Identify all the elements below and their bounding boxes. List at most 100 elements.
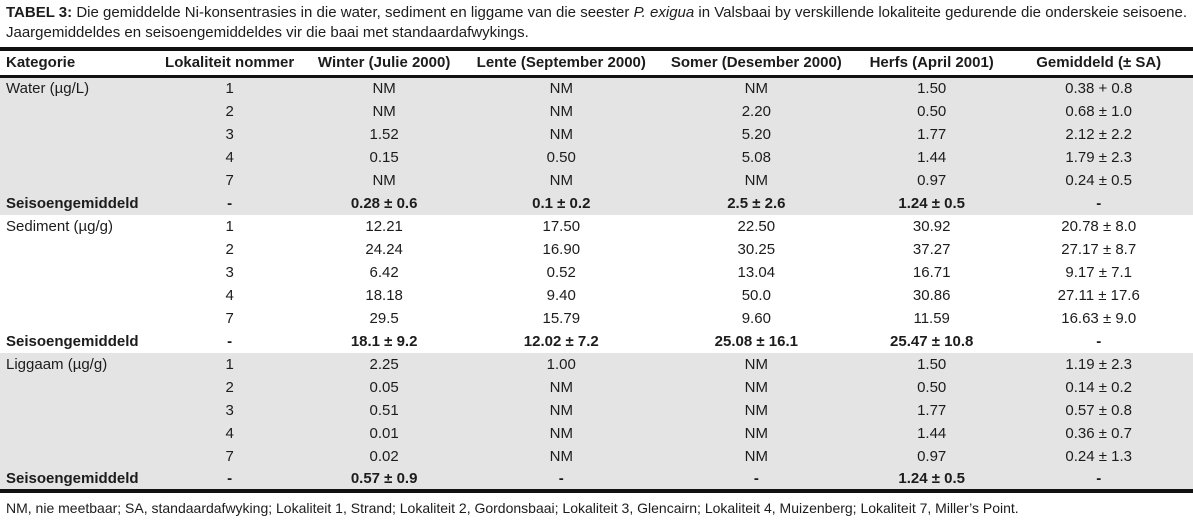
gemiddeld-cell: 27.11 ± 17.6 <box>1057 286 1140 304</box>
herfs-cell: 16.71 <box>912 263 951 281</box>
lente-cell: NM <box>468 398 654 422</box>
table-row: 3 6.42 0.52 13.04 16.71 9.17 ± 7.1 <box>0 261 1193 284</box>
header-row: Kategorie Lokaliteit nommer Winter (Julie … <box>0 49 1193 78</box>
herfs-cell: 1.44 <box>858 145 1005 169</box>
category-cell: Sediment (µg/g) <box>6 217 114 235</box>
lente-cell: NM <box>468 122 654 146</box>
lente-cell: 0.52 <box>546 263 576 281</box>
winter-cell: NM <box>299 168 469 192</box>
lente-cell: NM <box>468 444 654 468</box>
column-header-3: Winter (Julie 2000) <box>299 49 469 78</box>
lente-cell: NM <box>468 168 654 192</box>
herfs-cell: 11.59 <box>913 309 950 327</box>
gemiddeld-cell: - <box>1004 467 1193 491</box>
locality-cell: 1 <box>159 352 300 376</box>
winter-cell: 0.28 ± 0.6 <box>299 191 469 215</box>
column-header-1: Kategorie <box>0 49 160 78</box>
lente-cell: 9.40 <box>546 286 576 304</box>
lente-cell: NM <box>468 76 654 100</box>
winter-cell: 0.05 <box>299 375 469 399</box>
locality-cell: - <box>159 191 300 215</box>
table-caption: TABEL 3: Die gemiddelde Ni-konsentrasies… <box>0 0 1193 47</box>
gemiddeld-cell: 16.63 ± 9.0 <box>1061 309 1137 327</box>
winter-cell: NM <box>299 76 469 100</box>
gemiddeld-cell: 0.38 + 0.8 <box>1004 76 1193 100</box>
herfs-cell: 0.50 <box>858 375 1005 399</box>
seasonal-mean-row: Seisoengemiddeld -0.57 ± 0.9- -1.24 ± 0.5- <box>0 467 1193 491</box>
gemiddeld-cell: - <box>1004 191 1193 215</box>
winter-cell: 0.57 ± 0.9 <box>299 467 469 491</box>
somer-cell: 30.25 <box>737 240 776 258</box>
table-row: Liggaam (µg/g) 1 2.25 1.00 NM 1.50 1.19 ± 2.3 <box>0 352 1193 376</box>
herfs-cell: 0.97 <box>858 168 1005 192</box>
gemiddeld-cell: 1.19 ± 2.3 <box>1004 352 1193 376</box>
somer-cell: 5.08 <box>653 145 859 169</box>
somer-cell: 9.60 <box>741 309 771 327</box>
herfs-cell: 1.77 <box>858 398 1005 422</box>
category-cell: Water (µg/L) <box>0 76 160 100</box>
winter-cell: 0.02 <box>299 444 469 468</box>
winter-cell: 2.25 <box>299 352 469 376</box>
herfs-cell: 30.86 <box>912 286 951 304</box>
table-row: 4 0.15 0.50 5.08 1.44 1.79 ± 2.3 <box>0 145 1193 169</box>
herfs-cell: 37.27 <box>912 240 951 258</box>
herfs-cell: 1.24 ± 0.5 <box>858 467 1005 491</box>
gemiddeld-cell: 1.79 ± 2.3 <box>1004 145 1193 169</box>
herfs-cell: 30.92 <box>912 217 951 235</box>
locality-cell: 4 <box>159 421 300 445</box>
somer-cell: 2.5 ± 2.6 <box>653 191 859 215</box>
category-cell <box>0 375 160 399</box>
category-cell <box>0 421 160 445</box>
lente-cell: NM <box>468 99 654 123</box>
somer-cell: 50.0 <box>741 286 771 304</box>
somer-cell: NM <box>653 421 859 445</box>
winter-cell: 6.42 <box>369 263 399 281</box>
category-cell <box>0 398 160 422</box>
herfs-cell: 0.97 <box>858 444 1005 468</box>
category-cell <box>0 284 160 307</box>
category-cell <box>0 145 160 169</box>
somer-cell: - <box>653 467 859 491</box>
lente-cell: NM <box>468 375 654 399</box>
somer-cell: NM <box>653 168 859 192</box>
somer-cell: NM <box>653 444 859 468</box>
gemiddeld-cell: 0.36 ± 0.7 <box>1004 421 1193 445</box>
column-header-2: Lokaliteit nommer <box>159 49 300 78</box>
gemiddeld-cell: 0.57 ± 0.8 <box>1004 398 1193 422</box>
table-row: 7 29.5 15.79 9.60 11.59 16.63 ± 9.0 <box>0 307 1193 330</box>
somer-cell: NM <box>653 375 859 399</box>
ni-concentrations-table: Kategorie Lokaliteit nommer Winter (Julie … <box>0 47 1193 493</box>
table-row: 2 NM NM 2.20 0.50 0.68 ± 1.0 <box>0 99 1193 123</box>
gemiddeld-cell: 0.24 ± 1.3 <box>1004 444 1193 468</box>
seasonal-mean-row: Seisoengemiddeld - 18.1 ± 9.2 12.02 ± 7.2 25… <box>0 330 1193 353</box>
locality-cell: 1 <box>225 217 234 235</box>
somer-cell: 5.20 <box>653 122 859 146</box>
category-cell <box>0 307 160 330</box>
locality-cell: 2 <box>159 375 300 399</box>
table-row: 7 0.02 NM NM 0.97 0.24 ± 1.3 <box>0 444 1193 468</box>
table-caption-text-1: Die gemiddelde Ni-konsentrasies in die w… <box>72 4 634 21</box>
category-cell <box>0 238 160 261</box>
column-header-5: Somer (Desember 2000) <box>653 49 859 78</box>
lente-cell: NM <box>468 421 654 445</box>
somer-cell: NM <box>653 398 859 422</box>
herfs-cell: 1.44 <box>858 421 1005 445</box>
table-row: 2 0.05 NM NM 0.50 0.14 ± 0.2 <box>0 375 1193 399</box>
herfs-cell: 1.50 <box>858 76 1005 100</box>
winter-cell: NM <box>299 99 469 123</box>
category-cell <box>0 122 160 146</box>
locality-cell: 3 <box>225 263 234 281</box>
gemiddeld-cell: 9.17 ± 7.1 <box>1065 263 1133 281</box>
table-row: Water (µg/L) 1 NM NM NM 1.50 0.38 + 0.8 <box>0 76 1193 100</box>
gemiddeld-cell: 0.24 ± 0.5 <box>1004 168 1193 192</box>
locality-cell: 4 <box>159 145 300 169</box>
column-header-4: Lente (September 2000) <box>468 49 654 78</box>
winter-cell: 18.1 ± 9.2 <box>350 332 418 350</box>
table-row: Sediment (µg/g) 1 12.21 17.50 22.50 30.92 20.7… <box>0 215 1193 238</box>
gemiddeld-cell: 20.78 ± 8.0 <box>1061 217 1137 235</box>
lente-cell: 16.90 <box>542 240 581 258</box>
species-name: P. exigua <box>633 4 695 21</box>
winter-cell: 29.5 <box>369 309 399 327</box>
lente-cell: 17.50 <box>542 217 581 235</box>
winter-cell: 1.52 <box>299 122 469 146</box>
